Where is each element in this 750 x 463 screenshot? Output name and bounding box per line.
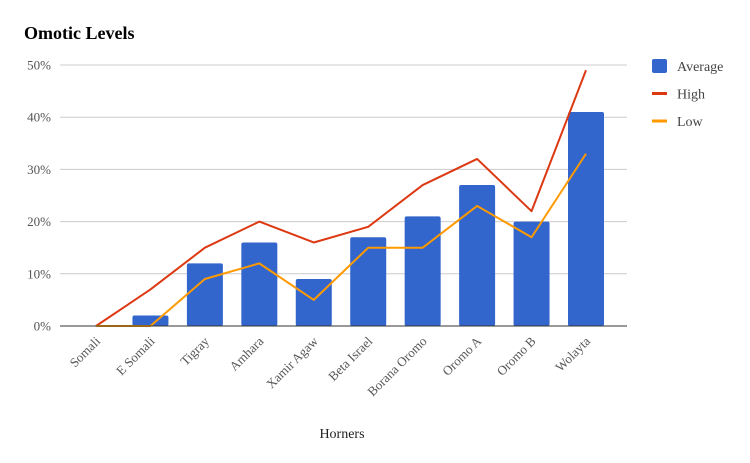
bar: [186, 263, 223, 326]
legend-swatch: [652, 59, 667, 73]
x-tick-label: Oromo B: [494, 333, 539, 378]
y-tick-label: 50%: [27, 58, 51, 73]
line-series: [95, 69, 587, 327]
x-tick-label: Amhara: [226, 333, 266, 373]
bar: [132, 315, 169, 326]
x-tick-label: Oromo A: [439, 333, 485, 379]
legend-label: Low: [677, 115, 704, 130]
bar: [404, 216, 441, 326]
x-axis-label: Horners: [319, 427, 364, 442]
y-tick-label: 30%: [27, 162, 51, 177]
y-tick-label: 10%: [27, 266, 51, 281]
chart-title: Omotic Levels: [24, 23, 134, 43]
legend-label: High: [677, 88, 705, 103]
y-axis-ticks: 0% 10% 20% 30% 40% 50%: [27, 58, 51, 334]
y-tick-label: 20%: [27, 214, 51, 229]
x-tick-label: Somali: [66, 333, 103, 370]
line-series-high: [95, 69, 587, 327]
legend-label: Average: [677, 60, 723, 75]
x-tick-label: Tigray: [177, 333, 212, 368]
y-tick-label: 0%: [34, 319, 52, 334]
bar: [350, 237, 387, 326]
y-tick-label: 40%: [27, 110, 51, 125]
bar: [241, 242, 278, 326]
x-tick-label: Xamir Agaw: [263, 333, 321, 391]
x-tick-label: Beta Israel: [325, 333, 375, 383]
bar-series: [132, 111, 604, 326]
bar: [513, 221, 550, 326]
x-tick-label: E Somali: [113, 333, 158, 378]
legend: Average High Low: [652, 59, 723, 130]
bar: [459, 185, 496, 326]
x-tick-label: Wolayta: [552, 333, 593, 374]
bar: [568, 111, 604, 326]
bar: [295, 279, 332, 326]
line-series-low: [96, 153, 587, 327]
